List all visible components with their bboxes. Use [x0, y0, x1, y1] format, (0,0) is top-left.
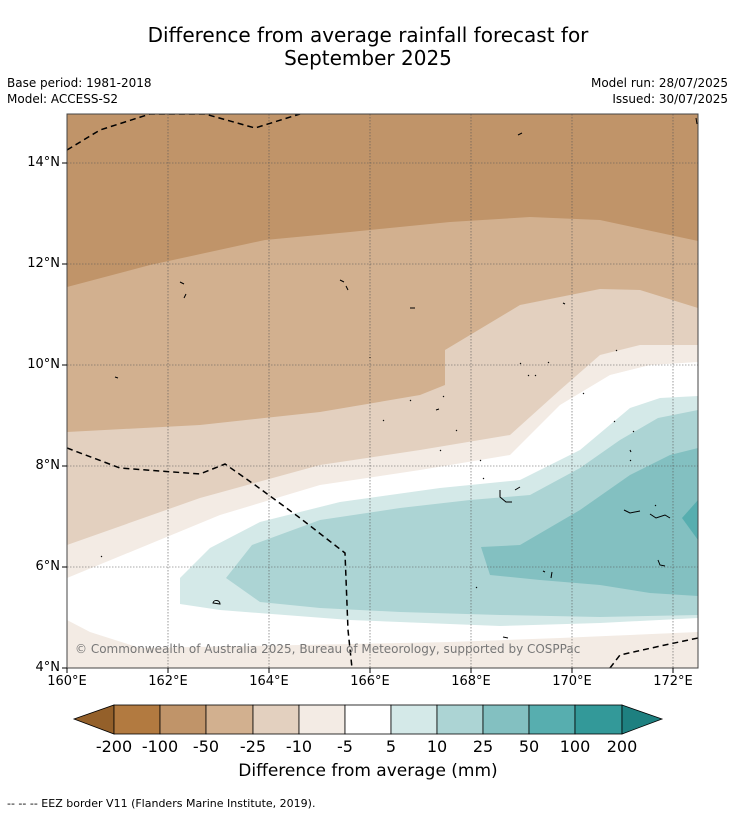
tick-marks: [62, 162, 674, 673]
model-name: Model: ACCESS-S2: [7, 92, 119, 106]
x-tick-170e: 170°E: [552, 674, 592, 689]
map-frame: [66, 113, 699, 669]
colorbar-label-5: -10: [285, 737, 313, 756]
band-plus-25: [481, 448, 698, 596]
x-tick-162e: 162°E: [148, 674, 188, 689]
eez-footnote: -- -- -- EEZ border V11 (Flanders Marine…: [7, 797, 316, 810]
colorbar-label-9: 25: [472, 737, 494, 756]
y-tick-10n: 10°N: [27, 357, 60, 372]
colorbar-label-12: 200: [606, 737, 638, 756]
colorbar-swatch-9: [482, 704, 530, 735]
colorbar-label-8: 10: [426, 737, 448, 756]
colorbar-swatch-5: [298, 704, 346, 735]
colorbar-label-11: 100: [559, 737, 591, 756]
x-tick-160e: 160°E: [47, 674, 87, 689]
colorbar-swatch-8: [436, 704, 484, 735]
map-title-line2: September 2025: [284, 46, 452, 70]
map-title-line1: Difference from average rainfall forecas…: [147, 23, 589, 47]
colorbar-extend-high: [621, 704, 664, 735]
map-area: © Commonwealth of Australia 2025, Bureau…: [67, 114, 698, 668]
y-tick-8n: 8°N: [35, 458, 61, 473]
y-tick-12n: 12°N: [27, 256, 60, 271]
meta-left: Base period: 1981-2018 Model: ACCESS-S2: [7, 75, 152, 107]
colorbar-label-1: -200: [95, 737, 133, 756]
x-tick-168e: 168°E: [451, 674, 491, 689]
colorbar-label-7: 5: [385, 737, 397, 756]
copyright-text: © Commonwealth of Australia 2025, Bureau…: [75, 642, 580, 656]
colorbar-label-10: 50: [518, 737, 540, 756]
colorbar-label-6: -5: [337, 737, 353, 756]
colorbar-label-3: -50: [192, 737, 220, 756]
issued-date: Issued: 30/07/2025: [612, 92, 728, 106]
y-tick-14n: 14°N: [27, 155, 60, 170]
colorbar-swatch-3: [205, 704, 254, 735]
colorbar-title: Difference from average (mm): [238, 761, 498, 781]
colorbar-extend-low: [72, 704, 115, 735]
base-period: Base period: 1981-2018: [7, 76, 152, 90]
x-tick-172e: 172°E: [653, 674, 693, 689]
colorbar: [72, 704, 664, 735]
colorbar-swatch-1: [113, 704, 161, 735]
colorbar-swatch-11: [574, 704, 623, 735]
colorbar-label-4: -25: [239, 737, 267, 756]
colorbar-swatch-7: [390, 704, 438, 735]
graticule: [67, 114, 698, 668]
y-tick-4n: 4°N: [35, 660, 61, 675]
colorbar-swatch-4: [252, 704, 300, 735]
colorbar-swatch-10: [528, 704, 576, 735]
band-plus-50: [682, 500, 698, 540]
model-run: Model run: 28/07/2025: [590, 76, 728, 90]
islands: [100, 117, 698, 639]
meta-right: Model run: 28/07/2025 Issued: 30/07/2025: [591, 75, 728, 107]
x-tick-166e: 166°E: [350, 674, 390, 689]
x-tick-164e: 164°E: [249, 674, 289, 689]
y-tick-6n: 6°N: [35, 559, 61, 574]
colorbar-swatch-2: [159, 704, 207, 735]
colorbar-label-2: -100: [141, 737, 179, 756]
colorbar-swatch-6: [344, 704, 392, 735]
eez-border-lines: [67, 114, 698, 668]
